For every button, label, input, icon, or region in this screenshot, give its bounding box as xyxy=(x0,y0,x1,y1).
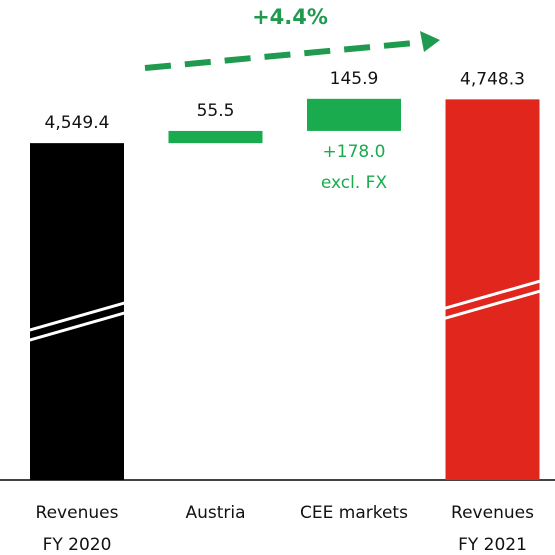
growth-arrow-head xyxy=(420,31,440,52)
axis-break xyxy=(27,311,127,343)
x-tick-label: Austria xyxy=(185,503,245,523)
annotation: excl. FX xyxy=(321,173,388,193)
bar xyxy=(30,143,124,480)
annotation: +178.0 xyxy=(323,142,386,162)
growth-label: +4.4% xyxy=(252,5,328,29)
axis-break xyxy=(27,301,127,333)
bar xyxy=(168,130,263,144)
bar xyxy=(445,99,540,481)
x-tick-label: Revenues xyxy=(451,503,534,523)
x-tick-label: Revenues xyxy=(36,503,119,523)
bar xyxy=(307,98,401,131)
growth-arrow xyxy=(144,39,426,71)
value-label: 4,549.4 xyxy=(45,113,110,133)
value-label: 55.5 xyxy=(197,101,235,121)
x-tick-label: CEE markets xyxy=(300,503,408,523)
value-label: 145.9 xyxy=(330,69,379,89)
value-label: 4,748.3 xyxy=(460,69,525,89)
axis-break xyxy=(443,289,542,321)
x-tick-label: FY 2021 xyxy=(458,535,527,555)
x-tick-label: FY 2020 xyxy=(43,535,112,555)
axis-break xyxy=(443,279,542,311)
